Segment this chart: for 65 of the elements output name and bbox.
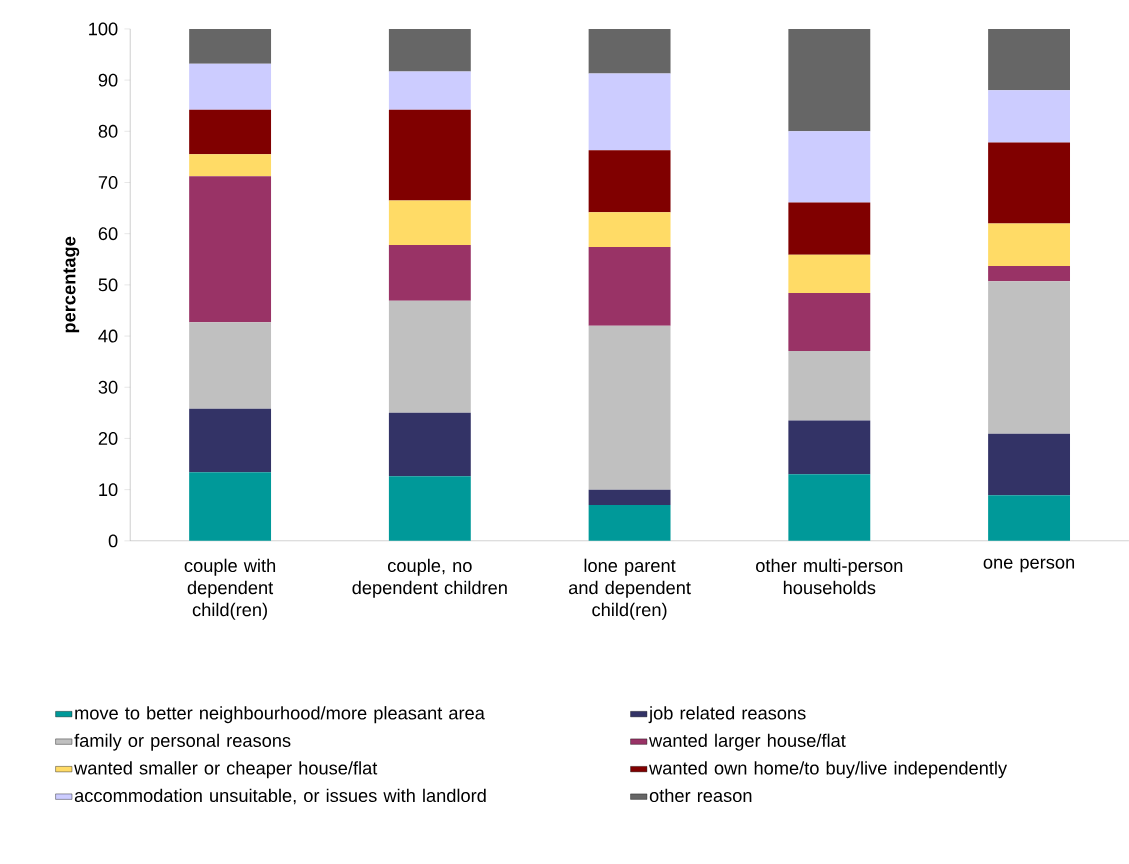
bar [988, 90, 1071, 143]
legend-label: other reason [649, 788, 752, 803]
bar [388, 412, 471, 477]
legend-label: move to better neighbourhood/more pleasant area [75, 706, 485, 724]
bar [988, 142, 1071, 224]
legend-label: accommodation unsuitable, or issues with landlord [74, 788, 486, 805]
bar [388, 71, 471, 110]
bar [588, 73, 671, 151]
bar [788, 293, 871, 352]
bar [588, 29, 671, 74]
x-tick-label: couple with dependent child(ren) [184, 558, 276, 620]
bar [388, 29, 471, 72]
bar [788, 29, 871, 132]
bar [988, 266, 1071, 282]
bar [588, 505, 671, 541]
legend-label: family or personal reasons [74, 733, 291, 751]
y-tick-label: 50 [98, 278, 118, 292]
bar [588, 150, 671, 213]
bar [388, 200, 471, 246]
y-tick-label: 90 [98, 73, 118, 87]
bar [788, 254, 871, 294]
bar [189, 322, 272, 409]
bar [788, 474, 871, 541]
x-tick-label: lone parent and dependent child(ren) [568, 558, 691, 620]
bar [988, 29, 1071, 91]
bar [388, 109, 471, 201]
bar [189, 29, 272, 64]
bar [189, 154, 272, 177]
x-tick-label: one person [983, 558, 1075, 573]
x-tick-label: couple, no dependent children [352, 558, 507, 598]
bar [588, 212, 671, 248]
bar [788, 202, 871, 255]
bar [388, 476, 471, 541]
bar [189, 408, 272, 473]
x-tick-label: other multi-person households [756, 558, 903, 595]
bar [588, 489, 671, 506]
bar [388, 300, 471, 413]
bar [988, 495, 1071, 541]
y-tick-label: 0 [108, 534, 118, 548]
bar [189, 176, 272, 323]
bar [788, 351, 871, 421]
bar [788, 131, 871, 203]
y-tick-label: 10 [99, 483, 118, 497]
y-tick-label: 20 [98, 432, 118, 446]
bar [588, 247, 671, 326]
legend-label: wanted larger house/flat [649, 733, 846, 751]
y-tick-label: 30 [98, 380, 118, 394]
y-tick-label: 80 [98, 124, 118, 138]
bar [988, 433, 1071, 496]
y-tick-label: 70 [98, 176, 118, 190]
y-tick-label: 40 [98, 329, 118, 343]
bar [388, 245, 471, 301]
bar [988, 223, 1071, 267]
legend-label: job related reasons [648, 706, 806, 724]
bar [588, 325, 671, 490]
legend-label: wanted own home/to buy/live independently [649, 761, 1008, 779]
bar [189, 63, 272, 110]
y-axis-title: percentage [63, 236, 80, 333]
bar [988, 281, 1071, 434]
y-tick-label: 100 [89, 22, 118, 36]
bar [189, 472, 272, 541]
bar [788, 420, 871, 475]
legend-label: wanted smaller or cheaper house/flat [74, 761, 378, 779]
y-tick-label: 60 [98, 227, 118, 241]
bar [189, 109, 272, 155]
